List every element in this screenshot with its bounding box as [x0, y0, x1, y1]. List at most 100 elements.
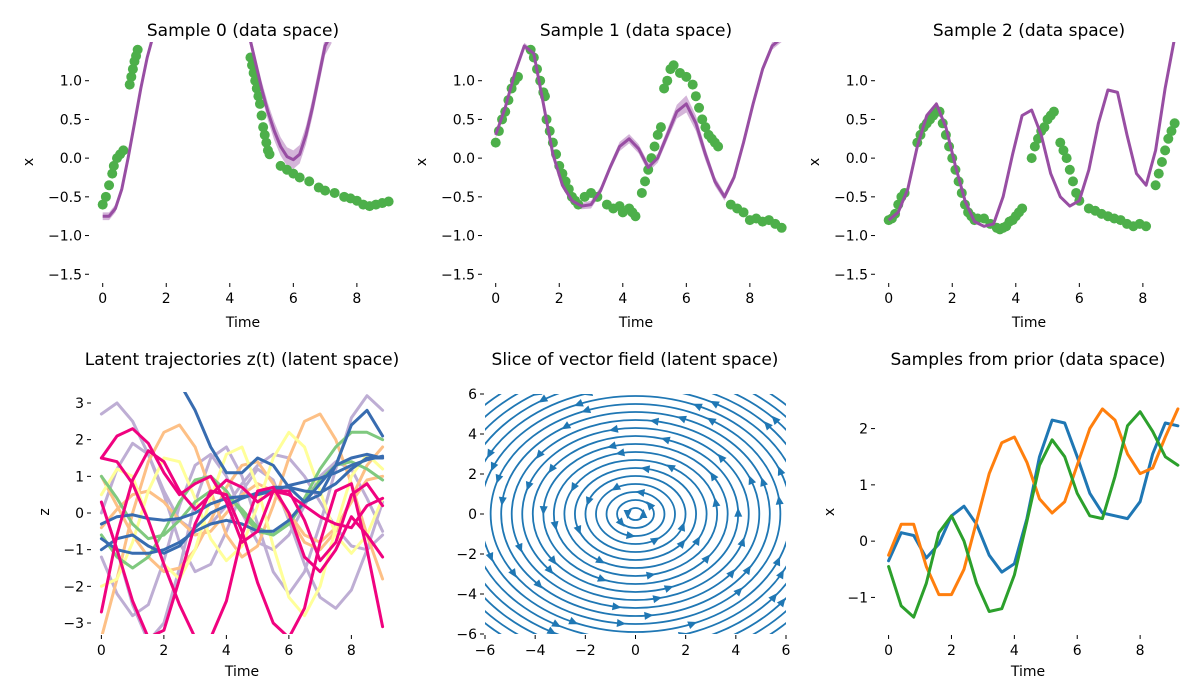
streamline-arrow — [595, 555, 605, 564]
streamline-arrow — [611, 602, 622, 611]
x-tick-label: 8 — [745, 291, 754, 307]
plot-area — [97, 42, 394, 221]
observation-point — [253, 91, 264, 102]
observation-point — [256, 110, 267, 121]
streamline-arrow — [525, 481, 534, 491]
observation-point — [100, 191, 111, 202]
streamline-arrow — [649, 537, 660, 546]
x-tick-label: 6 — [284, 643, 293, 659]
observation-point — [254, 98, 265, 109]
streamline — [521, 427, 750, 601]
x-tick-label: 2 — [555, 291, 564, 307]
streamline-arrow — [771, 415, 781, 425]
streamline-arrow — [561, 421, 572, 430]
streamline-arrow — [669, 648, 679, 658]
x-tick-label: 0 — [884, 291, 893, 307]
panel-sample-2: Sample 2 (data space) −1.5 −1.0 −0.5 0.0 0.5… — [807, 21, 1180, 331]
observation-point — [490, 137, 501, 148]
x-tick-label: 2 — [948, 291, 957, 307]
observation-point — [258, 122, 269, 133]
observation-point — [630, 211, 641, 222]
y-tick-label: 0.5 — [846, 112, 868, 128]
streamline-arrow — [660, 436, 671, 445]
panel-title: Sample 1 (data space) — [540, 21, 732, 41]
panel-title: Samples from prior (data space) — [890, 350, 1165, 370]
streamline-arrow — [640, 465, 651, 474]
y-tick-label: −2 — [63, 579, 84, 595]
panel-marks — [97, 42, 394, 221]
panel-sample-0: Sample 0 (data space) −1.5 −1.0 −0.5 0.0 0.5… — [21, 21, 394, 331]
observation-point — [264, 149, 275, 160]
streamline-arrow — [434, 515, 442, 524]
series-line — [99, 430, 385, 541]
x-tick-label: 8 — [1136, 643, 1145, 659]
observation-point — [304, 176, 315, 187]
streamline-arrow — [487, 448, 495, 459]
streamline-arrow — [607, 441, 617, 450]
streamline-arrow — [775, 495, 784, 505]
y-tick-label: 2 — [859, 422, 868, 438]
streamline-arrow — [646, 571, 656, 580]
streamline-arrow — [608, 424, 619, 433]
x-tick-label: 2 — [681, 643, 690, 659]
streamline — [605, 491, 666, 537]
observation-point — [1160, 145, 1171, 156]
x-tick-label: 6 — [682, 291, 691, 307]
streamline-arrow — [550, 520, 559, 531]
panel-title: Sample 0 (data space) — [147, 21, 339, 41]
observation-point — [124, 79, 135, 90]
streamline-arrow — [490, 461, 499, 472]
x-axis-label: Time — [1011, 315, 1046, 331]
observation-point — [1169, 118, 1180, 129]
panel-title: Slice of vector field (latent space) — [492, 350, 779, 370]
panel-vector-field: Slice of vector field (latent space) −6−… — [424, 350, 790, 659]
y-axis-label: x — [807, 158, 823, 166]
streamline-arrow — [712, 497, 721, 508]
streamline-arrow — [710, 471, 719, 482]
y-tick-label: 1.0 — [846, 74, 868, 90]
streamline-arrow — [424, 526, 433, 536]
streamline-arrow — [485, 552, 494, 562]
x-tick-label: −6 — [475, 643, 496, 659]
x-tick-label: 2 — [159, 643, 168, 659]
x-tick-label: 6 — [289, 291, 298, 307]
streamline-arrow — [687, 621, 698, 629]
posterior-mean-line — [887, 42, 1176, 228]
x-tick-label: 0 — [98, 291, 107, 307]
panel-latent-trajectories: Latent trajectories z(t) (latent space) … — [37, 350, 399, 680]
panel-ticks: −1.5 −1.0 −0.5 0.0 0.5 1.0 0 2 4 6 8 — [48, 74, 361, 307]
y-axis-label: x — [822, 508, 838, 516]
streamline-arrow — [667, 640, 677, 650]
streamline-arrow — [666, 464, 676, 473]
observation-point — [690, 91, 701, 102]
y-tick-label: −1.5 — [441, 267, 475, 283]
observation-point — [659, 83, 670, 94]
y-tick-label: 6 — [468, 387, 477, 403]
x-tick-label: 4 — [225, 291, 234, 307]
y-tick-label: 2 — [75, 433, 84, 449]
streamline-arrow — [677, 521, 686, 532]
observation-point — [261, 137, 272, 148]
streamline-arrow — [677, 632, 688, 634]
panel-ticks: −3 −2 −1 0 1 2 3 0 2 4 6 8 — [63, 396, 355, 659]
posterior-mean-line — [249, 42, 329, 162]
streamline-arrow — [763, 421, 773, 431]
plot-area — [883, 42, 1180, 235]
observation-point — [1061, 153, 1072, 164]
observation-point — [127, 64, 138, 75]
streamline-arrow — [677, 415, 687, 424]
x-tick-label: 0 — [491, 291, 500, 307]
observation-point — [104, 180, 115, 191]
streamline-arrow — [615, 448, 625, 457]
y-tick-label: −1 — [847, 590, 868, 606]
streamline-arrow — [777, 466, 786, 476]
streamline-arrow — [748, 475, 757, 486]
y-tick-label: −1.0 — [834, 229, 868, 245]
streamline-arrow — [597, 574, 607, 582]
y-tick-label: 1 — [75, 469, 84, 485]
y-axis-label: x — [414, 158, 430, 166]
series-line — [182, 392, 385, 504]
streamline — [485, 395, 786, 633]
streamline — [485, 394, 786, 634]
streamline — [489, 403, 782, 625]
